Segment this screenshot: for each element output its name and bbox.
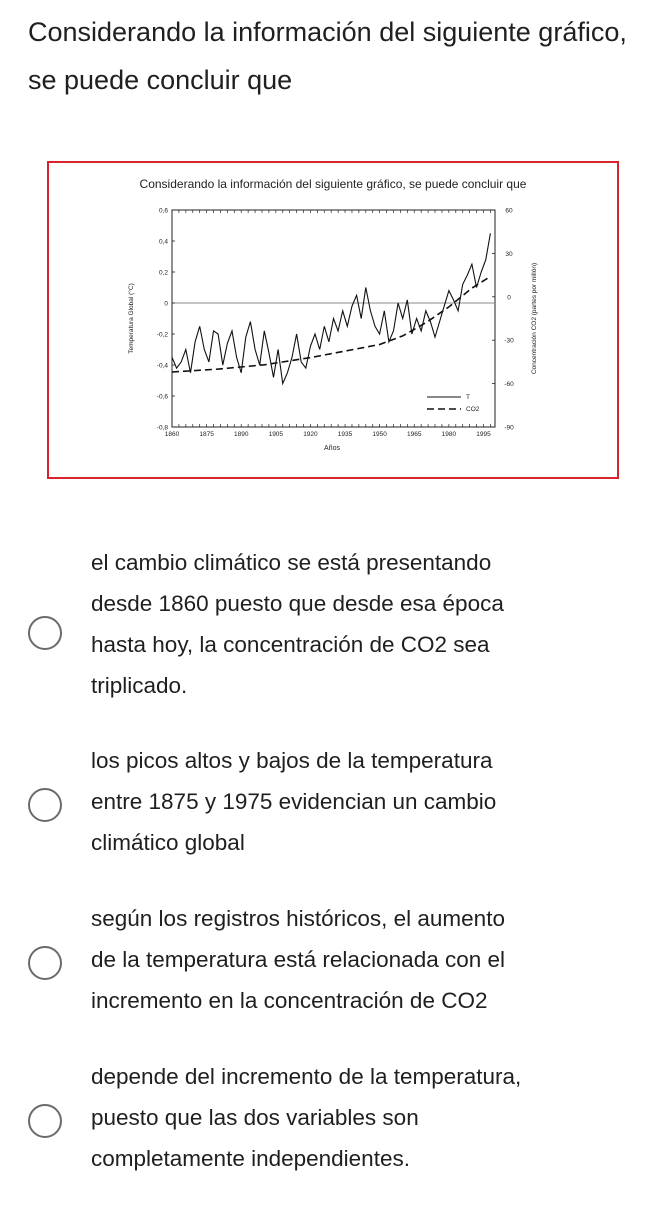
series-line-co2 xyxy=(171,275,491,373)
option-3-text: según los registros históricos, el aumen… xyxy=(91,898,651,1021)
x-tick-label: 1875 xyxy=(199,431,214,438)
x-tick-label: 1890 xyxy=(234,431,249,438)
y-left-tick-label: -0,4 xyxy=(157,363,169,370)
option-line: depende del incremento de la temperatura… xyxy=(91,1064,522,1089)
chart-figure: Considerando la información del siguient… xyxy=(47,161,619,479)
x-tick-label: 1935 xyxy=(338,431,353,438)
y-right-tick-label: 60 xyxy=(505,208,513,215)
option-line: desde 1860 puesto que desde esa época xyxy=(91,591,504,616)
option-line: según los registros históricos, el aumen… xyxy=(91,906,505,931)
x-tick-label: 1860 xyxy=(165,431,180,438)
y-left-tick-label: 0,6 xyxy=(159,208,168,215)
y-right-tick-label: -60 xyxy=(504,381,514,388)
option-line: hasta hoy, la concentración de CO2 sea xyxy=(91,632,490,657)
x-tick-label: 1905 xyxy=(269,431,284,438)
y-right-tick-label: -90 xyxy=(504,425,514,432)
series-line-t xyxy=(171,233,491,386)
y-left-tick-label: 0 xyxy=(164,301,168,308)
y-left-tick-label: -0,2 xyxy=(157,332,169,339)
option-line: completamente independientes. xyxy=(91,1146,410,1171)
x-tick-label: 1965 xyxy=(407,431,422,438)
option-line: el cambio climático se está presentando xyxy=(91,550,492,575)
y-right-tick-label: 30 xyxy=(505,251,513,258)
y-right-tick-label: 0 xyxy=(507,294,511,301)
option-line: incremento en la concentración de CO2 xyxy=(91,988,488,1013)
radio-button-4[interactable] xyxy=(28,1104,62,1138)
temperature-co2-chart: 1860 1875 1890 1905 1920 1935 1950 1965 1980 1995… xyxy=(127,208,538,453)
option-line: los picos altos y bajos de la temperatur… xyxy=(91,748,493,773)
option-2-text: los picos altos y bajos de la temperatur… xyxy=(91,740,651,863)
y-left-axis-title: Temperatura Global (°C) xyxy=(127,283,135,354)
x-tick-label: 1995 xyxy=(476,431,491,438)
option-line: climático global xyxy=(91,830,245,855)
legend-label-co2: CO2 xyxy=(466,406,480,413)
question-text: Considerando la información del siguient… xyxy=(28,17,627,95)
y-left-tick-label: 0,4 xyxy=(159,239,168,246)
option-1-text: el cambio climático se está presentando … xyxy=(91,542,651,706)
x-tick-label: 1980 xyxy=(442,431,457,438)
option-line: entre 1875 y 1975 evidencian un cambio xyxy=(91,789,497,814)
x-tick-label: 1920 xyxy=(303,431,318,438)
y-left-tick-label: -0,8 xyxy=(157,425,169,432)
x-tick-label: 1950 xyxy=(372,431,387,438)
y-right-tick-label: -30 xyxy=(504,338,514,345)
y-left-tick-label: 0,2 xyxy=(159,270,168,277)
y-right-axis-title: Concentración CO2 (partes por millón) xyxy=(531,263,538,374)
radio-button-2[interactable] xyxy=(28,788,62,822)
option-line: puesto que las dos variables son xyxy=(91,1105,419,1130)
plot-frame xyxy=(171,209,496,428)
y-left-tick-label: -0,6 xyxy=(157,394,169,401)
figure-caption: Considerando la información del siguient… xyxy=(139,177,527,191)
option-line: de la temperatura está relacionada con e… xyxy=(91,947,506,972)
x-axis-title: Años xyxy=(324,445,340,452)
option-line: triplicado. xyxy=(91,673,188,698)
radio-button-1[interactable] xyxy=(28,616,62,650)
radio-button-3[interactable] xyxy=(28,946,62,980)
legend-label-t: T xyxy=(466,394,470,401)
option-4-text: depende del incremento de la temperatura… xyxy=(91,1056,651,1179)
